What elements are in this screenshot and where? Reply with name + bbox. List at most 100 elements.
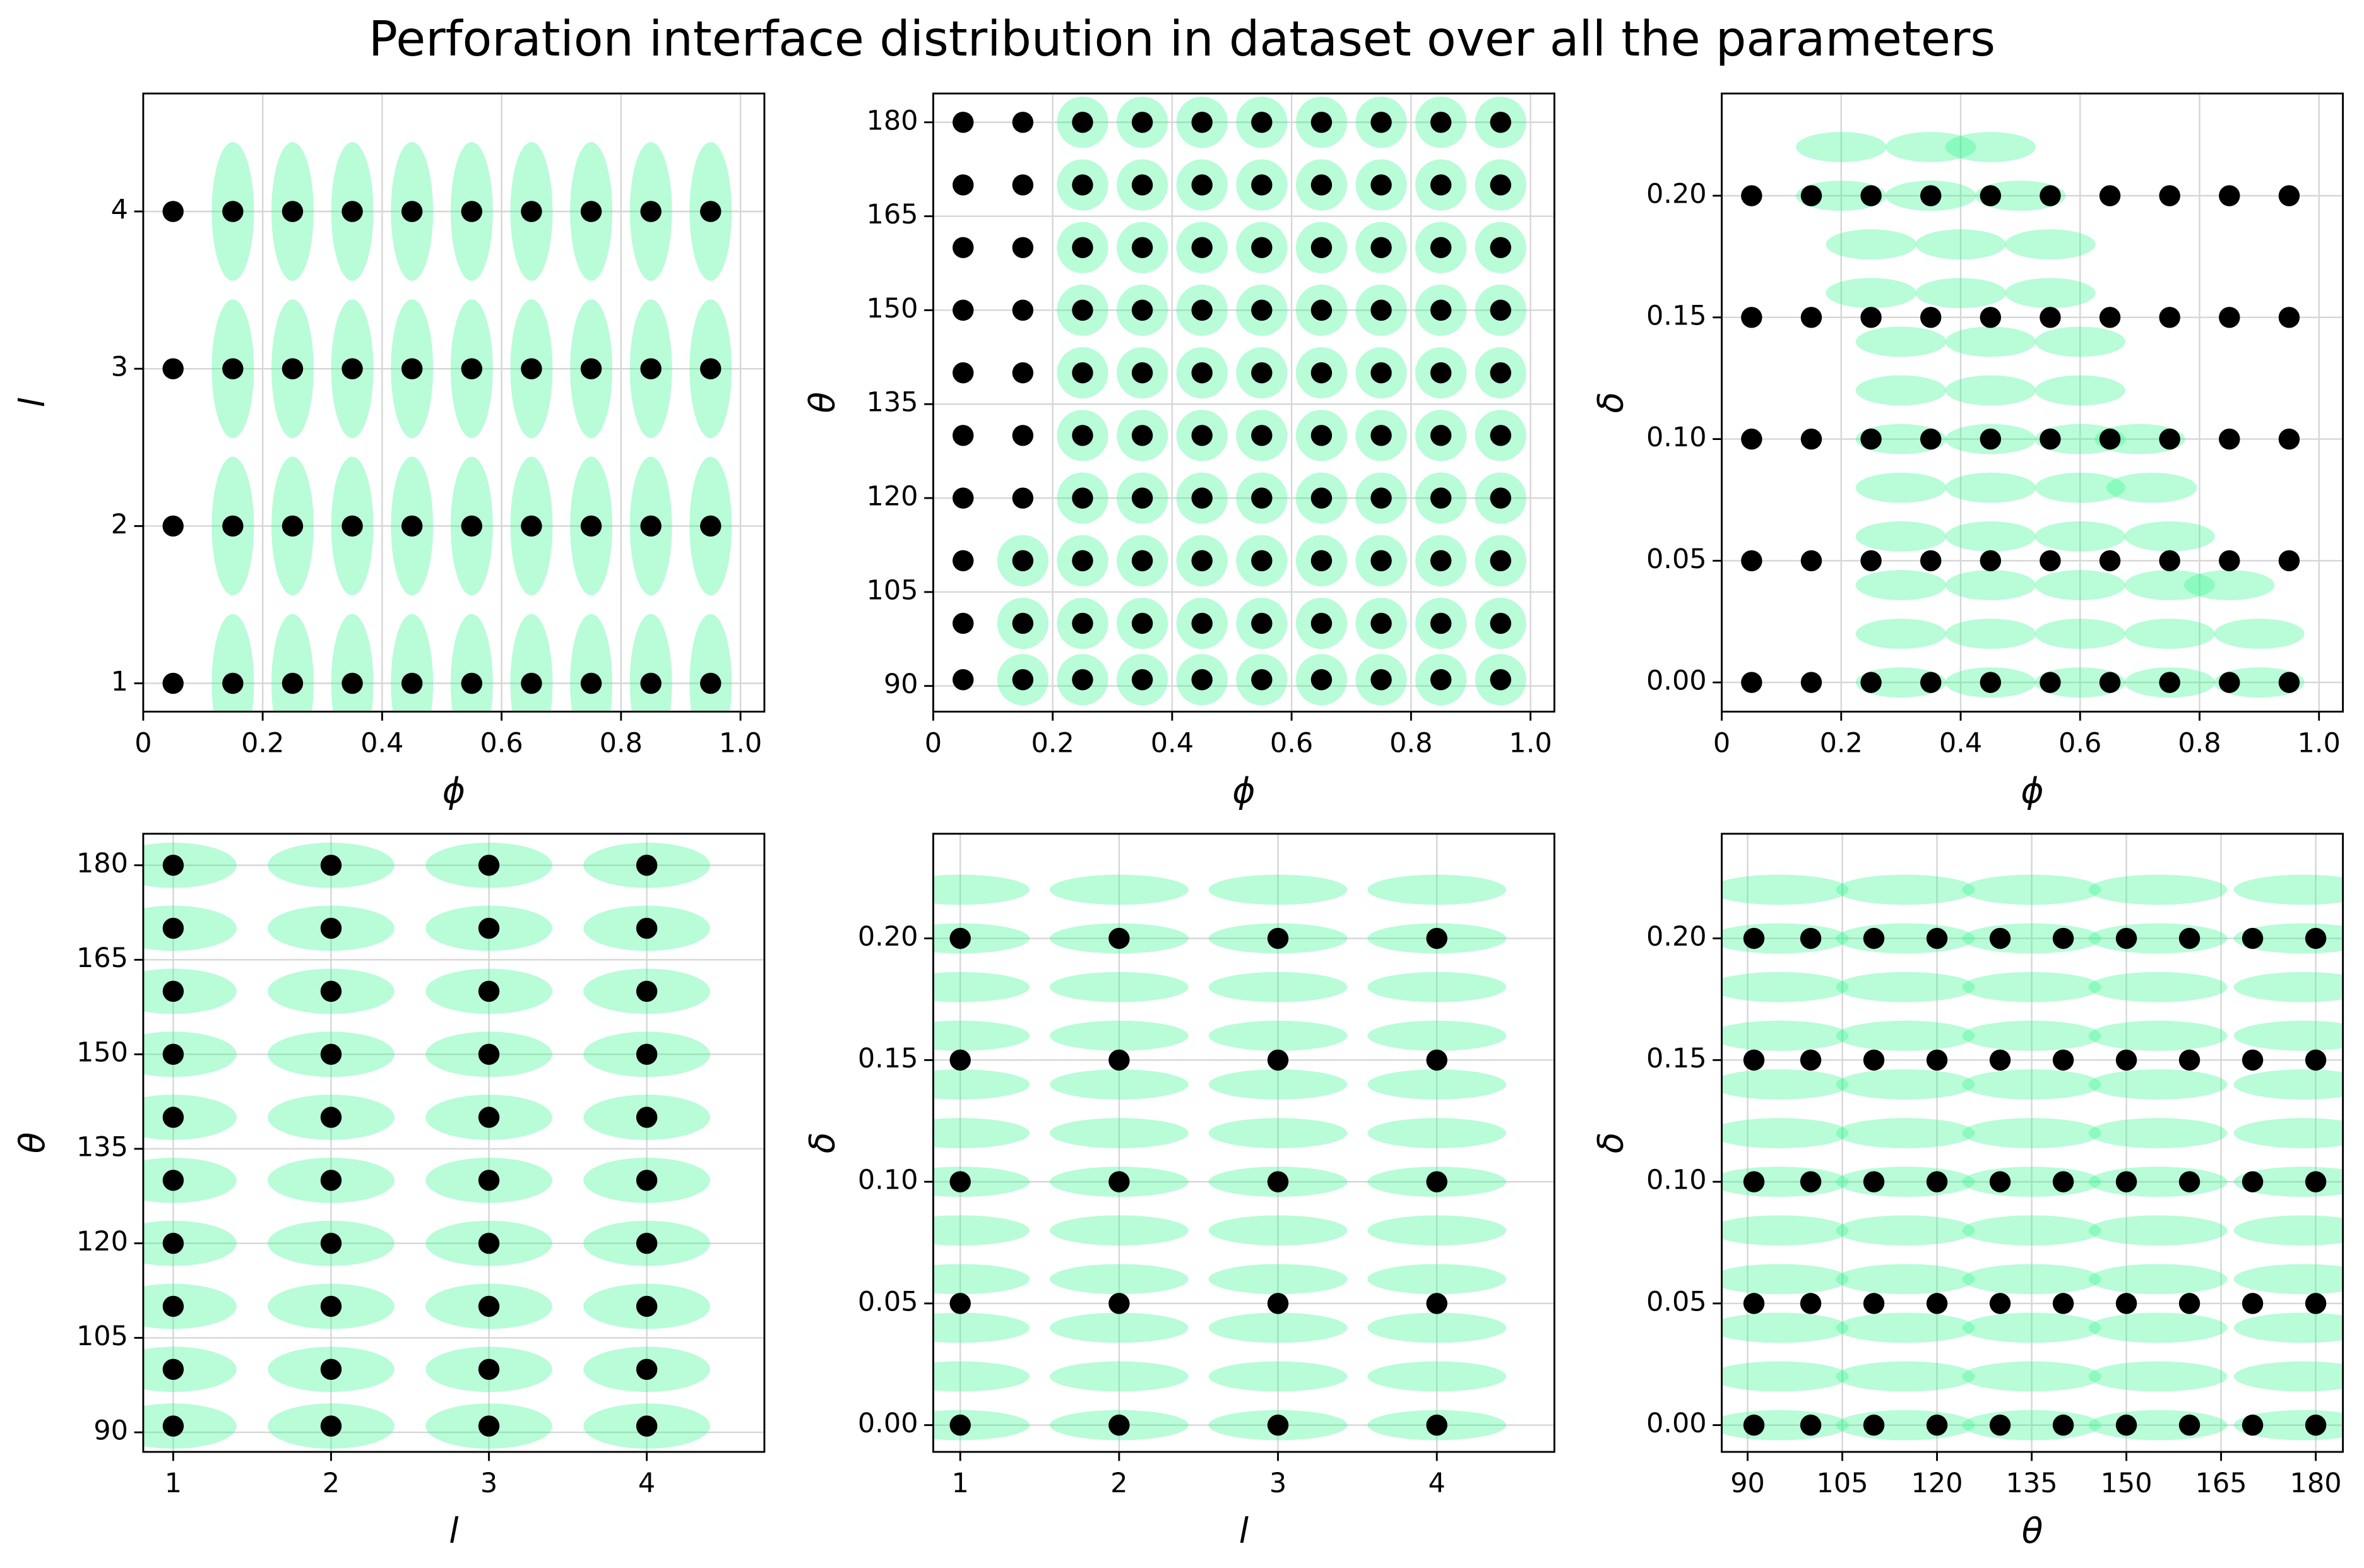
sample-point: [2184, 569, 2275, 600]
x-tick-label: 0: [134, 727, 151, 759]
y-tick-label: 0.00: [858, 1408, 918, 1439]
sample-point: [2233, 1020, 2343, 1051]
sample-point: [2233, 1361, 2343, 1392]
design-point: [1980, 428, 2002, 450]
design-point: [1012, 669, 1034, 691]
design-point: [1131, 487, 1153, 509]
design-point: [1490, 550, 1511, 571]
design-point: [1490, 299, 1511, 321]
design-point: [953, 237, 974, 258]
points: [1741, 132, 2305, 698]
design-point: [1980, 672, 2002, 693]
design-point: [2305, 1171, 2327, 1192]
x-tick-label: 150: [2101, 1468, 2153, 1499]
design-point: [461, 358, 483, 379]
design-point: [580, 358, 602, 379]
x-tick-label: 0.6: [1270, 727, 1313, 759]
sample-point: [2088, 1118, 2228, 1148]
design-point: [401, 201, 423, 222]
sample-point: [1826, 278, 1916, 309]
design-point: [2219, 307, 2240, 328]
design-point: [1800, 1293, 1822, 1314]
design-point: [162, 672, 184, 694]
x-tick-label: 0.4: [1151, 727, 1194, 759]
design-point: [1863, 1171, 1885, 1192]
design-point: [1490, 487, 1511, 509]
sample-point: [1886, 132, 1976, 162]
design-point: [1743, 927, 1765, 949]
design-point: [1800, 428, 1822, 450]
design-point: [1920, 307, 1942, 328]
design-point: [2242, 1414, 2264, 1436]
design-point: [1072, 487, 1093, 509]
design-point: [1267, 1293, 1289, 1314]
design-point: [1920, 550, 1942, 572]
x-tick-label: 105: [1817, 1468, 1868, 1499]
sample-point: [143, 1095, 237, 1140]
x-tick-label: 1: [952, 1468, 969, 1499]
design-point: [2099, 550, 2121, 572]
design-point: [222, 672, 244, 694]
design-point: [1860, 672, 1882, 693]
design-point: [1800, 927, 1822, 949]
design-point: [162, 358, 184, 379]
design-point: [320, 1107, 342, 1128]
x-axis-label: ϕ: [1232, 770, 1255, 811]
design-point: [1131, 612, 1153, 634]
design-point: [320, 1415, 342, 1437]
y-axis-label: θ: [802, 392, 843, 413]
design-point: [162, 1043, 184, 1065]
x-tick-label: 0.8: [2178, 727, 2221, 759]
design-point: [461, 672, 483, 694]
sample-point: [1721, 1361, 1849, 1392]
design-point: [320, 1232, 342, 1254]
sample-point: [1208, 1118, 1348, 1148]
sample-point: [1721, 1312, 1849, 1343]
sample-point: [2088, 923, 2228, 954]
design-point: [1860, 185, 1882, 206]
y-tick-label: 120: [76, 1226, 128, 1257]
design-point: [1490, 174, 1511, 196]
sample-point: [143, 1346, 237, 1393]
sample-point: [1945, 326, 2036, 357]
sample-point: [1367, 1118, 1507, 1148]
sample-point: [1049, 874, 1189, 905]
y-tick-label: 0.20: [1646, 179, 1707, 210]
sample-point: [933, 971, 1030, 1002]
y-tick-label: 0.05: [1646, 543, 1707, 575]
design-point: [1743, 1414, 1765, 1436]
sample-point: [1826, 229, 1916, 260]
design-point: [580, 515, 602, 537]
design-point: [1490, 112, 1511, 133]
sample-point: [1208, 1020, 1348, 1051]
design-point: [953, 112, 974, 133]
design-point: [1800, 1414, 1822, 1436]
design-point: [320, 980, 342, 1002]
design-point: [461, 515, 483, 537]
design-point: [1800, 1049, 1822, 1071]
sample-point: [1049, 1118, 1189, 1148]
sample-point: [1049, 971, 1189, 1002]
sample-point: [1721, 1167, 1849, 1197]
sample-point: [1049, 1020, 1189, 1051]
sample-point: [1945, 569, 2036, 600]
y-axis-label: l: [12, 398, 52, 407]
design-point: [162, 1107, 184, 1128]
y-tick-label: 135: [76, 1131, 128, 1163]
sample-point: [2088, 1020, 2228, 1051]
design-point: [1108, 1171, 1130, 1192]
y-tick-label: 150: [76, 1037, 128, 1069]
design-point: [1370, 425, 1392, 446]
sample-point: [2106, 472, 2197, 503]
sample-point: [2124, 619, 2215, 649]
sample-point: [1945, 521, 2036, 552]
sample-point: [1208, 874, 1348, 905]
sample-point: [1049, 1264, 1189, 1295]
figure-title: Perforation interface distribution in da…: [369, 11, 1995, 68]
design-point: [1310, 362, 1333, 384]
design-point: [1430, 112, 1452, 133]
sample-point: [1836, 1167, 1975, 1197]
sample-point: [1855, 472, 1947, 503]
sample-point: [2124, 569, 2215, 600]
axes-frame: [142, 92, 766, 713]
